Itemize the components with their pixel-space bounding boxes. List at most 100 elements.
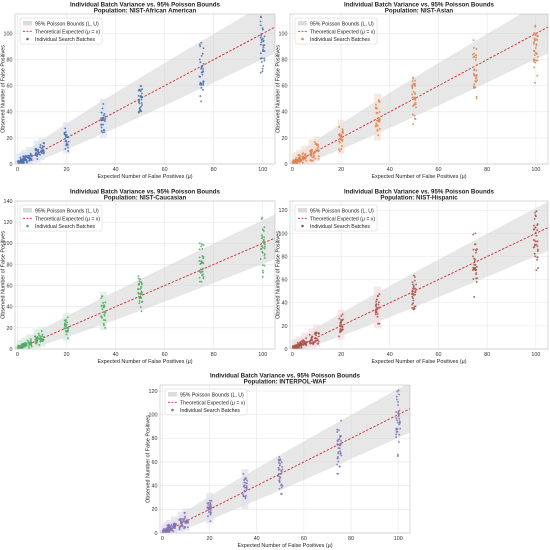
data-point [202, 244, 205, 247]
data-point [24, 345, 27, 348]
data-point [475, 97, 478, 100]
x-tick-label: 60 [162, 167, 168, 173]
data-point [472, 39, 475, 42]
data-point [375, 303, 378, 306]
data-point [397, 415, 400, 418]
data-point [375, 103, 377, 106]
x-tick-label: 0 [16, 352, 19, 358]
y-tick-label: 100 [4, 241, 13, 247]
y-tick-label: 20 [282, 324, 288, 330]
data-point [341, 313, 344, 316]
data-point [27, 154, 30, 157]
poisson-bounds-band [15, 14, 275, 164]
data-point [41, 335, 44, 338]
data-point [536, 256, 539, 259]
data-point [314, 336, 317, 339]
data-point [104, 115, 107, 118]
data-point [187, 521, 189, 524]
data-point [412, 293, 415, 296]
data-point [36, 336, 39, 339]
data-point [280, 472, 283, 475]
data-point [22, 345, 25, 348]
data-point [336, 431, 339, 433]
data-point [377, 120, 380, 123]
data-point [66, 337, 69, 340]
data-point [202, 80, 205, 83]
data-point [66, 330, 69, 333]
data-point [263, 254, 266, 257]
data-point [534, 47, 537, 49]
y-tick-label: 40 [282, 301, 288, 307]
data-point [141, 104, 144, 107]
data-point [199, 95, 202, 98]
plot-area [15, 214, 275, 349]
legend-box [164, 388, 248, 416]
data-point [259, 15, 262, 18]
data-point [412, 104, 414, 107]
y-tick-label: 40 [152, 484, 158, 490]
x-tick-label: 100 [394, 536, 403, 542]
data-point [202, 67, 205, 70]
data-point [411, 295, 414, 298]
data-point [536, 34, 539, 37]
data-point [337, 429, 340, 432]
data-point [533, 246, 536, 249]
data-point [340, 419, 343, 422]
data-point [533, 243, 536, 246]
x-tick-label: 40 [113, 352, 119, 358]
data-point [198, 248, 201, 251]
data-point [140, 96, 143, 99]
data-point [377, 124, 379, 127]
data-point [395, 398, 398, 401]
data-point [301, 158, 304, 160]
data-point [338, 133, 341, 136]
data-point [317, 339, 319, 341]
plot-area [160, 385, 410, 533]
data-point [36, 150, 39, 152]
expected-line [162, 408, 410, 533]
group-bounds-tint [99, 291, 107, 330]
data-point [102, 322, 105, 325]
data-point [398, 393, 401, 396]
data-point [414, 93, 417, 96]
data-point [395, 427, 398, 430]
data-point [101, 308, 104, 311]
data-point [472, 255, 474, 258]
data-point [411, 84, 414, 87]
data-point [66, 316, 69, 319]
data-point [140, 105, 142, 108]
data-point [535, 234, 538, 237]
data-point [537, 267, 539, 270]
data-point [396, 453, 399, 456]
data-point [338, 465, 341, 468]
data-point [340, 315, 343, 317]
data-point [260, 245, 263, 248]
data-point [18, 161, 21, 164]
data-point [317, 157, 320, 160]
data-point [532, 60, 535, 63]
data-point [243, 479, 246, 481]
data-point [474, 77, 477, 80]
data-point [139, 85, 142, 87]
legend-point-swatch [26, 37, 29, 41]
y-axis-label: Observed Number of False Positives [276, 45, 282, 133]
data-point [209, 509, 212, 512]
data-point [302, 339, 305, 342]
data-point [259, 258, 262, 261]
data-point [100, 119, 103, 122]
data-point [261, 269, 264, 272]
data-point [336, 455, 339, 458]
data-point [201, 273, 204, 276]
legend-label-batches: Individual Search Batches [35, 224, 95, 230]
data-point [261, 251, 264, 254]
data-point [30, 343, 33, 346]
x-tick-label: 80 [484, 352, 490, 358]
data-point [260, 218, 263, 220]
data-point [414, 101, 417, 104]
legend-label-expected: Theoretical Expected (μ = x) [310, 216, 375, 222]
data-point [317, 340, 320, 343]
data-point [278, 464, 281, 467]
data-point [198, 58, 201, 61]
data-point [536, 250, 539, 252]
data-point [102, 114, 105, 117]
